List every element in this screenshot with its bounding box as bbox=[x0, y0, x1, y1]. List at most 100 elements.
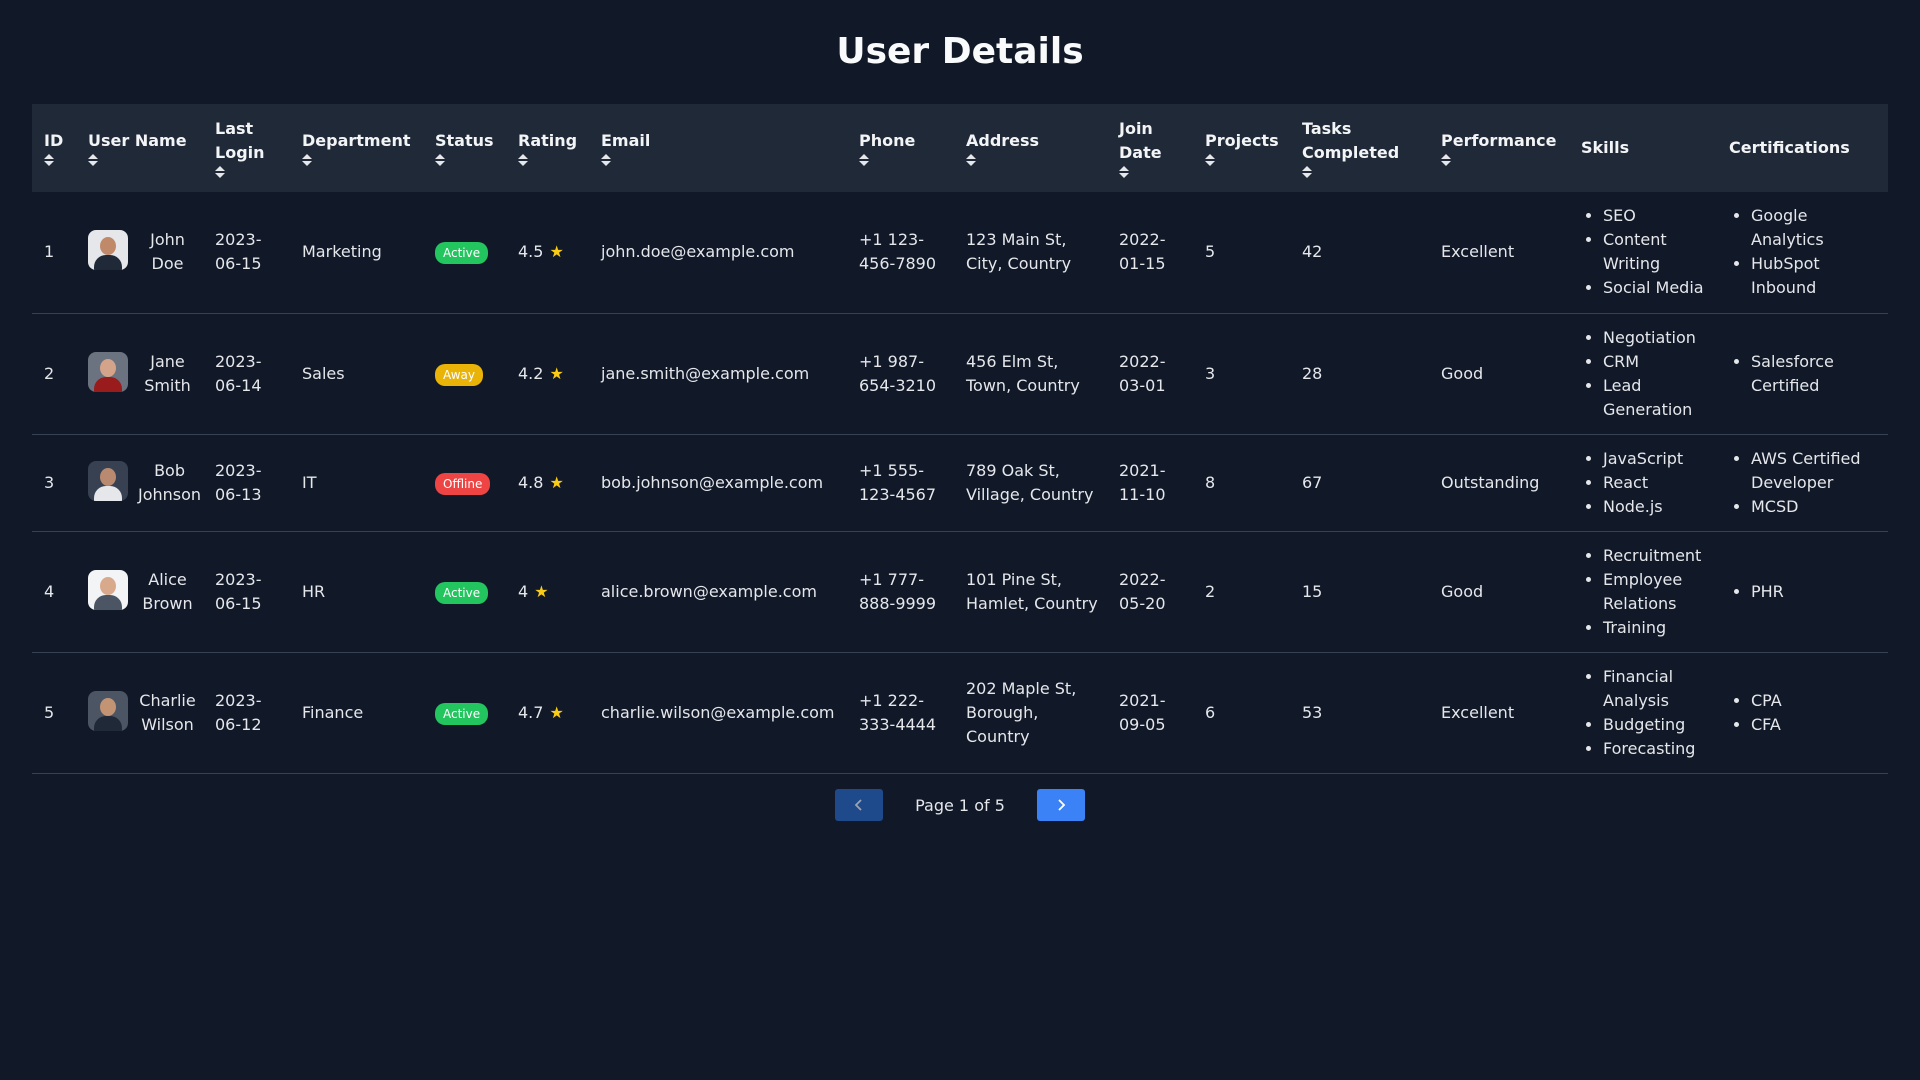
column-header-label: Rating bbox=[518, 131, 578, 150]
email-cell: john.doe@example.com bbox=[589, 192, 847, 313]
user-name-cell: John Doe bbox=[76, 192, 203, 313]
last-login-cell: 2023-06-12 bbox=[203, 652, 290, 773]
sort-icon[interactable] bbox=[435, 153, 445, 167]
email-cell-text: john.doe@example.com bbox=[601, 242, 795, 262]
sort-icon[interactable] bbox=[601, 153, 611, 167]
sort-icon[interactable] bbox=[966, 153, 976, 167]
column-header[interactable]: Rating bbox=[506, 104, 589, 192]
department-cell-text: IT bbox=[302, 472, 317, 492]
skill-item: Training bbox=[1603, 616, 1711, 640]
user-table-container: ID User Name Last Login Department Status Rat… bbox=[32, 104, 1888, 774]
certification-item: CPA bbox=[1751, 689, 1882, 713]
column-header[interactable]: Email bbox=[589, 104, 847, 192]
column-header[interactable]: Phone bbox=[847, 104, 954, 192]
column-header: Skills bbox=[1569, 104, 1717, 192]
column-header-label: Join Date bbox=[1119, 119, 1162, 162]
avatar-body bbox=[94, 485, 122, 501]
rating-cell: 4.2 ★ bbox=[506, 313, 589, 434]
column-header[interactable]: Projects bbox=[1193, 104, 1290, 192]
column-header-label: ID bbox=[44, 131, 64, 150]
join-date-cell-text: 2022-01-15 bbox=[1119, 230, 1166, 274]
avatar-head bbox=[100, 237, 116, 256]
sort-icon[interactable] bbox=[215, 165, 225, 179]
last-login-cell-text: 2023-06-12 bbox=[215, 690, 262, 734]
department-cell: Marketing bbox=[290, 192, 423, 313]
column-header[interactable]: ID bbox=[32, 104, 76, 192]
certifications-cell: Salesforce Certified bbox=[1717, 313, 1888, 434]
phone-cell: +1 222-333-4444 bbox=[847, 652, 954, 773]
sort-icon[interactable] bbox=[88, 153, 98, 167]
rating: 4 ★ bbox=[518, 580, 549, 604]
certifications-list: Salesforce Certified bbox=[1729, 350, 1882, 398]
table-header: ID User Name Last Login Department Status Rat… bbox=[32, 104, 1888, 192]
avatar-head bbox=[100, 697, 116, 716]
column-header[interactable]: Tasks Completed bbox=[1290, 104, 1429, 192]
performance-cell-text: Excellent bbox=[1441, 702, 1515, 722]
projects-cell: 8 bbox=[1193, 434, 1290, 531]
certifications-cell: PHR bbox=[1717, 531, 1888, 652]
phone-cell-text: +1 222-333-4444 bbox=[859, 690, 937, 734]
column-header[interactable]: User Name bbox=[76, 104, 203, 192]
sort-icon[interactable] bbox=[518, 153, 528, 167]
phone-cell-text: +1 777-888-9999 bbox=[859, 569, 937, 613]
sort-icon[interactable] bbox=[1302, 165, 1312, 179]
email-cell-text: charlie.wilson@example.com bbox=[601, 702, 835, 722]
column-header[interactable]: Performance bbox=[1429, 104, 1569, 192]
next-page-button[interactable] bbox=[1036, 789, 1085, 821]
column-header[interactable]: Join Date bbox=[1107, 104, 1193, 192]
skill-item: Employee Relations bbox=[1603, 568, 1711, 616]
skills-cell: RecruitmentEmployee RelationsTraining bbox=[1569, 531, 1717, 652]
column-header-label: Phone bbox=[859, 131, 916, 150]
sort-icon[interactable] bbox=[1205, 153, 1215, 167]
address-cell: 202 Maple St, Borough, Country bbox=[954, 652, 1107, 773]
user-info: Alice Brown bbox=[88, 568, 197, 616]
skill-item: Node.js bbox=[1603, 495, 1711, 519]
star-icon: ★ bbox=[534, 581, 549, 601]
status-badge: Active bbox=[435, 581, 489, 604]
certifications-list: AWS Certified DeveloperMCSD bbox=[1729, 447, 1882, 519]
column-header[interactable]: Last Login bbox=[203, 104, 290, 192]
skills-cell: Financial AnalysisBudgetingForecasting bbox=[1569, 652, 1717, 773]
join-date-cell: 2021-11-10 bbox=[1107, 434, 1193, 531]
id-cell: 3 bbox=[32, 434, 76, 531]
avatar bbox=[88, 569, 128, 610]
sort-icon[interactable] bbox=[859, 153, 869, 167]
chevron-left-icon bbox=[854, 799, 862, 811]
user-name-cell: Bob Johnson bbox=[76, 434, 203, 531]
certification-item: HubSpot Inbound bbox=[1751, 252, 1882, 300]
projects-cell-text: 8 bbox=[1205, 472, 1216, 492]
column-header[interactable]: Status bbox=[423, 104, 506, 192]
column-header[interactable]: Department bbox=[290, 104, 423, 192]
skills-cell: SEOContent WritingSocial Media bbox=[1569, 192, 1717, 313]
column-header-label: Address bbox=[966, 131, 1040, 150]
projects-cell-text: 3 bbox=[1205, 363, 1216, 383]
tasks-completed-cell-text: 28 bbox=[1302, 363, 1323, 383]
email-cell-text: bob.johnson@example.com bbox=[601, 472, 824, 492]
phone-cell-text: +1 123-456-7890 bbox=[859, 230, 937, 274]
sort-icon[interactable] bbox=[1119, 165, 1129, 179]
performance-cell: Outstanding bbox=[1429, 434, 1569, 531]
sort-icon[interactable] bbox=[44, 153, 54, 167]
id-cell-text: 5 bbox=[44, 702, 55, 722]
sort-icon[interactable] bbox=[302, 153, 312, 167]
skill-item: Content Writing bbox=[1603, 228, 1711, 276]
department-cell: HR bbox=[290, 531, 423, 652]
header-row: ID User Name Last Login Department Status Rat… bbox=[32, 104, 1888, 192]
skills-list: JavaScriptReactNode.js bbox=[1581, 447, 1711, 519]
last-login-cell: 2023-06-15 bbox=[203, 192, 290, 313]
column-header[interactable]: Address bbox=[954, 104, 1107, 192]
skills-list: NegotiationCRMLead Generation bbox=[1581, 326, 1711, 422]
projects-cell-text: 5 bbox=[1205, 242, 1216, 262]
email-cell: jane.smith@example.com bbox=[589, 313, 847, 434]
department-cell-text: Finance bbox=[302, 702, 364, 722]
rating: 4.5 ★ bbox=[518, 240, 564, 264]
skills-list: Financial AnalysisBudgetingForecasting bbox=[1581, 665, 1711, 761]
previous-page-button[interactable] bbox=[835, 789, 884, 821]
skill-item: CRM bbox=[1603, 350, 1711, 374]
performance-cell-text: Good bbox=[1441, 363, 1484, 383]
address-cell: 101 Pine St, Hamlet, Country bbox=[954, 531, 1107, 652]
pagination: Page 1 of 5 bbox=[0, 789, 1920, 821]
avatar bbox=[88, 690, 128, 731]
star-icon: ★ bbox=[549, 363, 564, 383]
sort-icon[interactable] bbox=[1441, 153, 1451, 167]
